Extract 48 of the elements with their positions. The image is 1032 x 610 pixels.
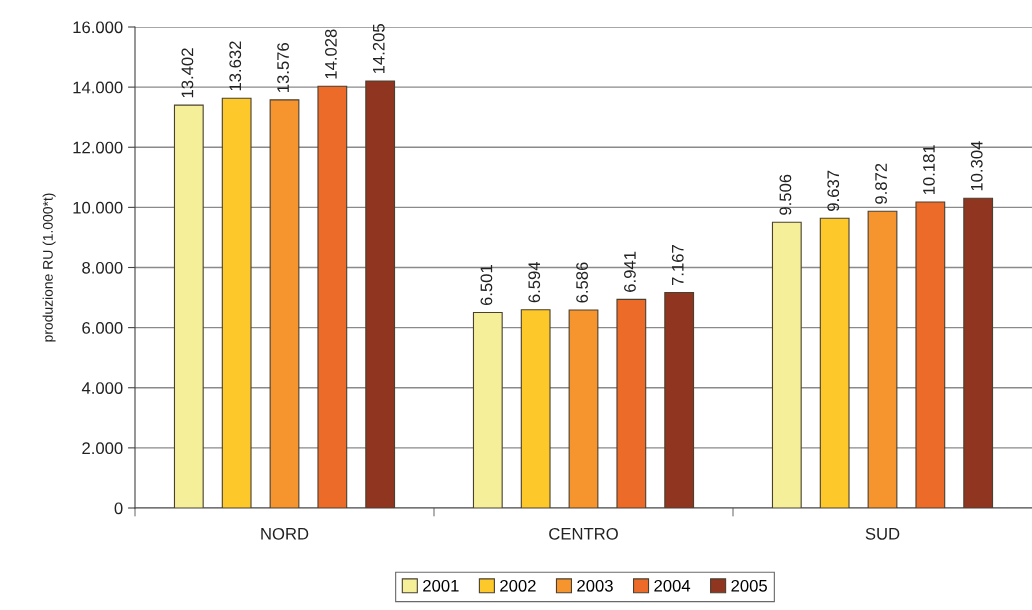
y-tick-label: 14.000 (73, 81, 123, 94)
y-axis-title: produzione RU (1.000*t) (42, 193, 56, 342)
bar (520, 309, 551, 508)
data-label: 14.028 (325, 29, 337, 79)
bar (963, 197, 994, 508)
y-tick-label: 12.000 (73, 141, 123, 154)
bar (819, 217, 850, 508)
legend-label: 2002 (500, 579, 536, 592)
bar (568, 309, 599, 508)
bar (269, 99, 300, 508)
y-tick-label: 6.000 (82, 322, 123, 334)
data-label: 9.506 (779, 174, 792, 215)
legend-label: 2005 (731, 579, 767, 592)
bar (616, 298, 647, 508)
bar (365, 80, 396, 508)
bar (771, 221, 802, 508)
data-label: 6.594 (528, 261, 541, 303)
bar (664, 291, 695, 508)
legend-label: 2004 (654, 579, 691, 592)
bar (221, 97, 252, 508)
data-label: 13.402 (181, 48, 194, 98)
data-label: 6.941 (624, 251, 636, 292)
data-label: 13.576 (277, 43, 289, 92)
data-label: 6.501 (480, 265, 493, 306)
bar (472, 312, 503, 508)
data-label: 13.632 (229, 41, 242, 91)
data-label: 9.872 (875, 163, 887, 204)
data-label: 6.586 (576, 262, 588, 303)
x-tick-label: SUD (865, 527, 900, 540)
x-tick-label: CENTRO (549, 527, 618, 540)
data-label: 10.181 (923, 145, 935, 195)
y-tick-label: 10.000 (73, 201, 123, 214)
x-tick-label: NORD (261, 527, 309, 540)
y-tick-label: 0 (114, 502, 123, 515)
data-label: 7.167 (671, 245, 684, 286)
y-tick-label: 2.000 (82, 442, 123, 455)
y-tick-label: 4.000 (81, 382, 123, 394)
bar (173, 104, 204, 508)
bar (317, 85, 348, 508)
legend-label: 2001 (423, 579, 459, 592)
bar (915, 201, 946, 508)
y-tick-label: 16.000 (73, 21, 123, 34)
bar (867, 210, 898, 508)
data-label: 9.637 (827, 170, 840, 211)
data-label: 14.205 (372, 24, 385, 74)
data-label: 10.304 (970, 141, 983, 191)
y-tick-label: 8.000 (82, 261, 123, 274)
legend-label: 2003 (577, 579, 613, 592)
